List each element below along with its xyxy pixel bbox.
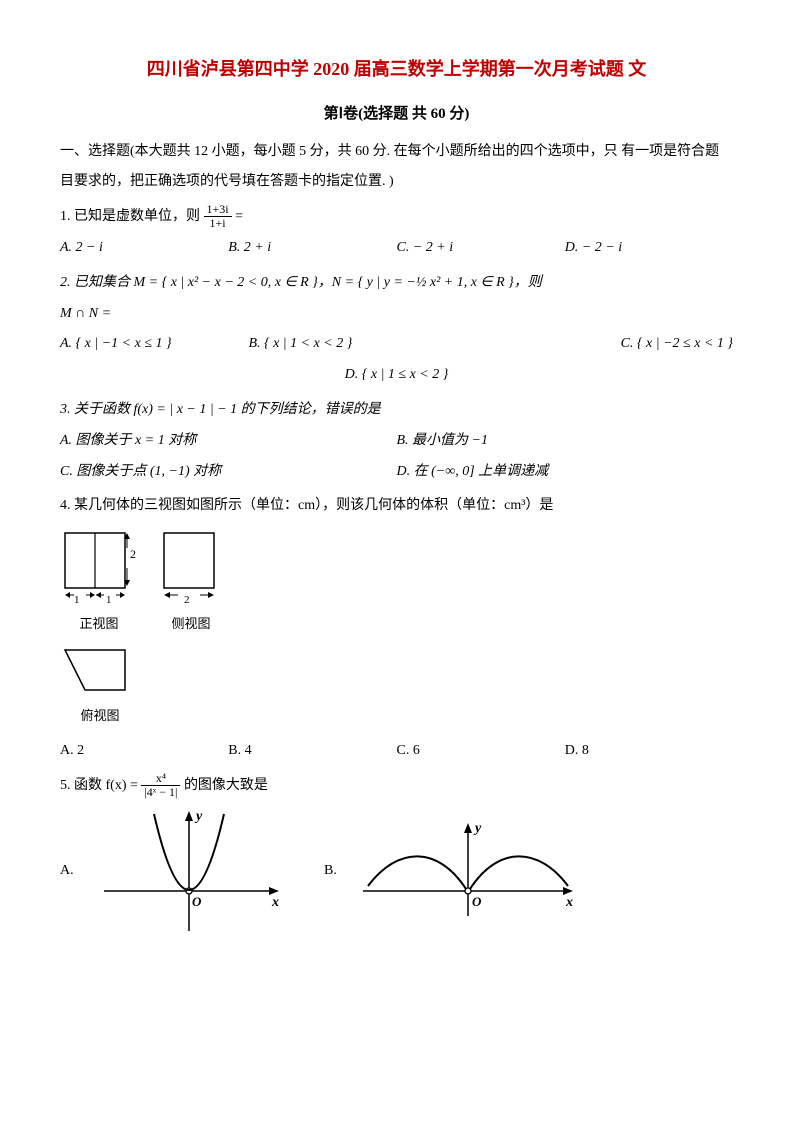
side-view: 2 侧视图 (156, 528, 226, 639)
q1-opt-b: B. 2 + i (228, 233, 396, 264)
q5-stem-post: 的图像大致是 (184, 778, 268, 793)
question-5: 5. 函数 f(x) = x⁴ |4ˣ − 1| 的图像大致是 (60, 771, 733, 802)
question-3-stem: 3. 关于函数 f(x) = | x − 1 | − 1 的下列结论，错误的是 (60, 395, 733, 426)
svg-text:x: x (271, 895, 279, 910)
q1-stem-post: = (235, 209, 243, 224)
three-views-row2: 俯视图 (60, 645, 733, 731)
q4-opt-a: A. 2 (60, 736, 228, 767)
q1-opt-a: A. 2 − i (60, 233, 228, 264)
graph-b-svg: x y O (358, 816, 578, 926)
q4-opt-b: B. 4 (228, 736, 396, 767)
top-view: 俯视图 (60, 645, 140, 731)
question-2-stem2: M ∩ N = (60, 299, 733, 330)
q1-opt-d: D. − 2 − i (565, 233, 733, 264)
front-view-svg: 2 1 1 (60, 528, 138, 608)
q5-fraction: x⁴ |4ˣ − 1| (141, 772, 180, 799)
q1-fraction: 1+3i 1+i (204, 203, 232, 230)
q2-options: A. { x | −1 < x ≤ 1 } B. { x | 1 < x < 2… (60, 329, 733, 360)
svg-text:2: 2 (130, 547, 136, 561)
front-view: 2 1 1 正视图 (60, 528, 138, 639)
q5-opt-a: A. (60, 856, 84, 887)
q2-opt-c: C. { x | −2 ≤ x < 1 } (437, 329, 733, 360)
q3-opt-b: B. 最小值为 −1 (397, 426, 734, 457)
svg-text:2: 2 (184, 594, 190, 606)
q2-opt-d: D. { x | 1 ≤ x < 2 } (60, 360, 733, 391)
instructions: 一、选择题(本大题共 12 小题，每小题 5 分，共 60 分. 在每个小题所给… (60, 137, 733, 199)
three-views-row1: 2 1 1 正视图 2 侧视图 (60, 528, 733, 639)
page-title: 四川省泸县第四中学 2020 届高三数学上学期第一次月考试题 文 (60, 50, 733, 90)
q2-opt-b: B. { x | 1 < x < 2 } (248, 329, 436, 360)
q1-opt-c: C. − 2 + i (397, 233, 565, 264)
q3-opt-a: A. 图像关于 x = 1 对称 (60, 426, 397, 457)
svg-text:1: 1 (106, 594, 112, 606)
q4-options: A. 2 B. 4 C. 6 D. 8 (60, 736, 733, 767)
graph-a-svg: x y O (94, 806, 284, 936)
q5-stem-pre: 5. 函数 f(x) = (60, 778, 141, 793)
q5-opt-b: B. (324, 856, 348, 887)
front-view-caption: 正视图 (60, 610, 138, 639)
svg-text:y: y (473, 821, 482, 836)
q1-stem-pre: 1. 已知是虚数单位，则 (60, 209, 200, 224)
top-view-caption: 俯视图 (60, 702, 140, 731)
page-subtitle: 第Ⅰ卷(选择题 共 60 分) (60, 98, 733, 131)
svg-text:y: y (194, 809, 203, 824)
q5-graphs: A. x y O B. x y O (60, 806, 733, 936)
q3-opt-c: C. 图像关于点 (1, −1) 对称 (60, 457, 397, 488)
q3-opt-d: D. 在 (−∞, 0] 上单调递减 (397, 457, 734, 488)
question-2-stem: 2. 已知集合 M = { x | x² − x − 2 < 0, x ∈ R … (60, 268, 733, 299)
q4-opt-c: C. 6 (397, 736, 565, 767)
svg-text:x: x (565, 895, 573, 910)
svg-text:O: O (192, 894, 202, 909)
q3-options: A. 图像关于 x = 1 对称 B. 最小值为 −1 C. 图像关于点 (1,… (60, 426, 733, 488)
q2-opt-a: A. { x | −1 < x ≤ 1 } (60, 329, 248, 360)
q4-opt-d: D. 8 (565, 736, 733, 767)
question-1: 1. 已知是虚数单位，则 1+3i 1+i = (60, 202, 733, 233)
svg-text:O: O (472, 894, 482, 909)
svg-text:1: 1 (74, 594, 80, 606)
side-view-svg: 2 (156, 528, 226, 608)
top-view-svg (60, 645, 140, 700)
side-view-caption: 侧视图 (156, 610, 226, 639)
q1-options: A. 2 − i B. 2 + i C. − 2 + i D. − 2 − i (60, 233, 733, 264)
question-4-stem: 4. 某几何体的三视图如图所示（单位：cm），则该几何体的体积（单位：cm³）是 (60, 491, 733, 522)
